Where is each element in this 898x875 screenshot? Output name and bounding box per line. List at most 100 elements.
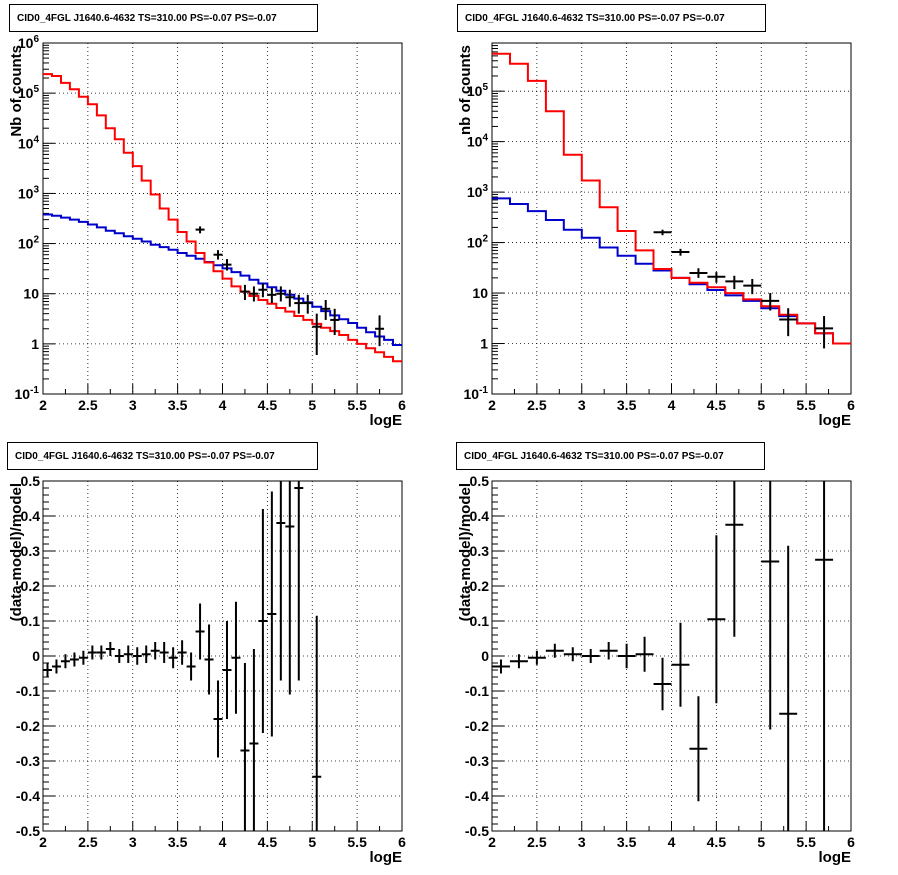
residual-point <box>204 624 214 695</box>
residual-point <box>294 481 304 681</box>
residual-point <box>617 643 636 669</box>
data-point <box>321 299 331 320</box>
residual-point <box>267 491 277 737</box>
y-tick-label: 0 <box>481 648 489 664</box>
data-point <box>222 259 232 271</box>
x-tick-label: 2 <box>488 397 496 413</box>
residual-point <box>509 654 528 669</box>
x-tick-label: 2.5 <box>78 397 98 413</box>
x-tick-label: 5.5 <box>796 397 816 413</box>
series-background-model <box>43 213 402 346</box>
residual-point <box>159 642 169 663</box>
x-axis-label: logE <box>370 412 403 429</box>
x-tick-label: 6 <box>398 834 406 850</box>
x-tick-label: 2.5 <box>527 397 547 413</box>
y-tick-label: 1 <box>480 336 488 352</box>
residual-point <box>258 509 268 733</box>
y-tick-label: -0.2 <box>16 718 40 734</box>
x-tick-label: 4.5 <box>707 834 727 850</box>
x-tick-label: 4 <box>219 397 227 413</box>
x-tick-label: 2 <box>39 397 47 413</box>
residual-point <box>78 650 88 665</box>
residual-point <box>87 645 97 660</box>
y-tick-label: 106 <box>18 34 40 51</box>
residual-point <box>249 649 259 831</box>
x-tick-label: 3 <box>578 397 586 413</box>
residual-point <box>581 649 600 663</box>
y-tick-label: 10-1 <box>464 385 489 402</box>
x-axis-label: logE <box>370 849 403 866</box>
y-axis-label: (data-model)/model <box>457 483 474 621</box>
data-point <box>725 275 744 290</box>
residual-point <box>96 645 106 660</box>
y-tick-label: 0.1 <box>21 613 41 629</box>
data-point <box>743 278 762 295</box>
data-point <box>707 272 726 283</box>
y-tick-label: 103 <box>18 184 40 201</box>
x-tick-label: 5 <box>308 397 316 413</box>
data-point <box>240 284 250 300</box>
residual-point <box>43 663 52 677</box>
residual-point <box>779 545 798 831</box>
x-tick-label: 4 <box>668 834 676 850</box>
data-point <box>653 229 672 236</box>
data-point <box>671 248 690 256</box>
residual-point <box>177 640 187 665</box>
data-point <box>779 308 798 337</box>
residual-point <box>195 603 205 660</box>
x-tick-label: 6 <box>847 834 855 850</box>
x-tick-label: 2 <box>488 834 496 850</box>
y-tick-label: 104 <box>467 133 489 150</box>
data-point <box>249 286 259 302</box>
y-tick-label: -0.5 <box>16 823 40 839</box>
residual-point <box>689 696 708 802</box>
y-tick-label: 0.2 <box>21 578 41 594</box>
data-point <box>276 286 286 302</box>
x-tick-label: 4.5 <box>258 834 278 850</box>
y-tick-label: 1 <box>31 336 39 352</box>
x-axis-label: logE <box>819 849 852 866</box>
y-tick-label: 0.1 <box>470 613 490 629</box>
x-tick-label: 3 <box>129 397 137 413</box>
residual-point <box>725 481 744 637</box>
x-tick-label: 3 <box>578 834 586 850</box>
x-tick-label: 4.5 <box>707 397 727 413</box>
y-tick-label: 0.3 <box>21 543 41 559</box>
data-point <box>330 308 340 336</box>
y-axis-label: nb of counts <box>457 45 474 135</box>
residual-point <box>222 621 232 719</box>
residual-point <box>653 657 672 711</box>
panel-4-title: CID0_4FGL J1640.6-4632 TS=310.00 PS=-0.0… <box>456 442 765 470</box>
residual-point <box>276 481 286 681</box>
y-tick-label: -0.1 <box>465 683 489 699</box>
y-tick-label: 0.5 <box>21 473 41 489</box>
data-point <box>312 313 322 355</box>
y-tick-label: -0.1 <box>16 683 40 699</box>
y-tick-label: -0.2 <box>465 718 489 734</box>
residual-point <box>123 645 133 663</box>
residual-point <box>60 654 70 669</box>
residual-point <box>815 481 834 831</box>
y-axis-label: Nb of counts <box>8 45 25 137</box>
residual-point <box>312 615 322 831</box>
x-tick-label: 3.5 <box>168 834 188 850</box>
x-tick-label: 3.5 <box>617 397 637 413</box>
residual-point <box>132 647 142 665</box>
residual-point <box>527 650 546 665</box>
x-tick-label: 3.5 <box>617 834 637 850</box>
y-axis-label: (data-model)/model <box>8 483 25 621</box>
x-tick-label: 3.5 <box>168 397 188 413</box>
y-tick-label: 10 <box>23 286 39 302</box>
y-tick-label: 0.2 <box>470 578 490 594</box>
y-tick-label: 0.3 <box>470 543 490 559</box>
panel-2-title: CID0_4FGL J1640.6-4632 TS=310.00 PS=-0.0… <box>457 4 766 32</box>
x-tick-label: 2.5 <box>527 834 547 850</box>
residual-point <box>599 642 618 660</box>
data-point <box>267 288 277 304</box>
data-point <box>303 294 313 314</box>
data-point <box>761 293 780 311</box>
